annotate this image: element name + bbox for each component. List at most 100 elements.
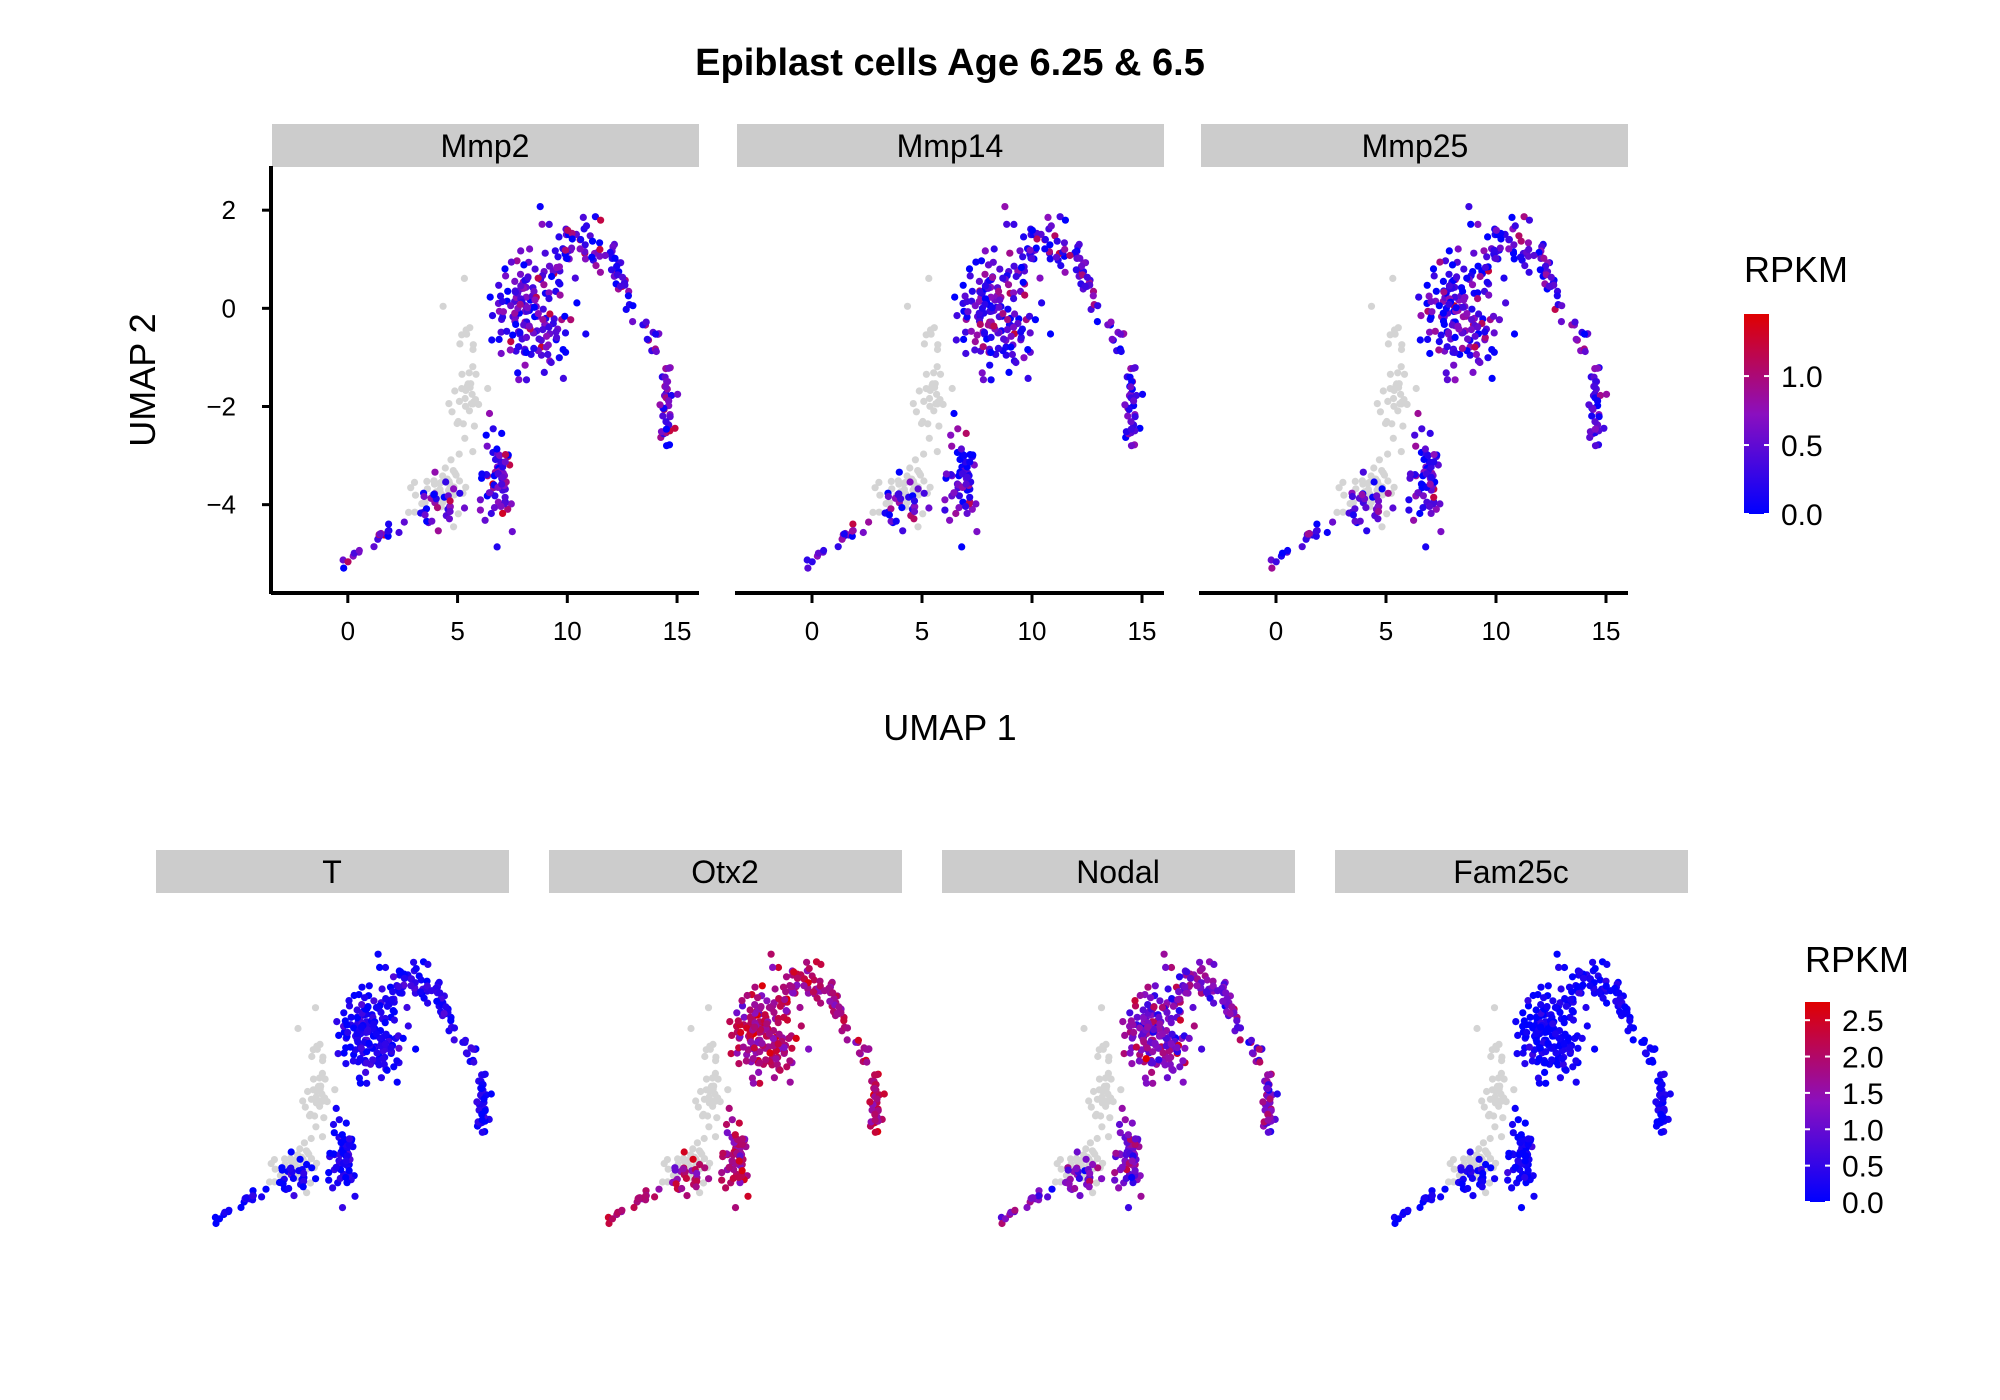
cell-point <box>1492 254 1500 263</box>
cell-point <box>726 1018 734 1026</box>
na-cell-point <box>455 477 464 485</box>
na-cell-point <box>411 491 420 499</box>
cell-point <box>499 473 507 481</box>
cell-point <box>344 1028 352 1037</box>
cell-point <box>1112 1149 1120 1157</box>
cell-point <box>262 1185 270 1193</box>
cell-point <box>1591 418 1599 426</box>
cell-point <box>1619 1010 1627 1018</box>
cell-point <box>1149 1026 1158 1034</box>
na-cell-point <box>1358 477 1366 485</box>
cell-point <box>718 1176 726 1184</box>
na-cell-point <box>933 448 941 456</box>
cell-point <box>1521 1157 1529 1165</box>
cell-point <box>1167 1040 1175 1048</box>
cell-point <box>525 322 533 330</box>
cell-point <box>498 480 506 488</box>
na-cell-point <box>296 1145 304 1153</box>
na-cell-point <box>700 1134 708 1143</box>
cell-point <box>774 1040 782 1048</box>
cell-point <box>1448 321 1456 329</box>
cell-point <box>1444 328 1453 337</box>
cell-point <box>1561 1030 1569 1038</box>
cell-point <box>338 1204 347 1212</box>
cell-point <box>1144 1023 1152 1031</box>
na-cell-point <box>407 484 415 492</box>
cell-point <box>1132 1043 1140 1051</box>
cell-point <box>480 1095 488 1103</box>
cell-point <box>1236 1024 1245 1032</box>
na-cell-point <box>410 478 419 486</box>
na-cell-point <box>1499 1114 1507 1122</box>
cell-point <box>536 203 544 211</box>
cell-point <box>390 1063 398 1071</box>
na-cell-point <box>920 477 928 485</box>
na-cell-point <box>1394 369 1402 377</box>
na-cell-point <box>460 274 468 282</box>
facet-strip-fam25c <box>1335 850 1688 893</box>
cell-point <box>1266 1071 1274 1079</box>
na-cell-point <box>1483 1148 1491 1157</box>
cell-point <box>1469 368 1477 376</box>
cell-point <box>1443 376 1451 384</box>
cell-point <box>522 376 531 384</box>
cell-point <box>1580 330 1589 338</box>
cell-point <box>1489 312 1498 320</box>
cell-point <box>1463 274 1471 282</box>
cell-point <box>421 511 429 519</box>
cell-point <box>1131 997 1139 1005</box>
na-cell-point <box>1104 1069 1112 1077</box>
cell-point <box>1594 397 1602 405</box>
cell-point <box>665 397 673 405</box>
cell-point <box>364 1003 372 1011</box>
cell-point <box>497 328 505 336</box>
cell-point <box>507 258 515 266</box>
cell-point <box>1423 281 1431 289</box>
cell-point <box>342 1119 350 1127</box>
cell-point <box>1475 1155 1483 1163</box>
cell-point <box>552 328 560 336</box>
cell-point <box>388 996 396 1004</box>
cell-point <box>734 1017 742 1025</box>
cell-point <box>800 982 808 990</box>
cell-point <box>571 274 579 282</box>
cell-point <box>756 1026 765 1034</box>
scatter-panel-nodal <box>997 950 1281 1228</box>
cell-point <box>1073 1148 1081 1156</box>
na-cell-point <box>914 523 922 531</box>
cell-point <box>412 1045 420 1053</box>
cell-point <box>738 1167 746 1175</box>
cell-point <box>503 327 511 335</box>
cell-point <box>1131 1140 1139 1148</box>
cell-point <box>763 997 771 1005</box>
cell-point <box>966 493 974 501</box>
na-cell-point <box>304 1148 312 1157</box>
cell-point <box>1572 1078 1580 1086</box>
cell-point <box>1510 255 1518 263</box>
cell-point <box>338 1131 346 1139</box>
cell-point <box>450 1024 459 1032</box>
x-tick-label: 10 <box>1482 616 1511 646</box>
cell-point <box>1142 1055 1150 1063</box>
cell-point <box>1533 1038 1541 1046</box>
cell-point <box>395 528 403 537</box>
legend-bottom: RPKM 0.00.5 1.01.52.0 2.5 <box>1805 939 1909 1220</box>
cell-point <box>1640 1036 1648 1044</box>
cell-point <box>447 1017 455 1025</box>
cell-point <box>866 1098 874 1106</box>
cell-point <box>1149 1079 1157 1087</box>
cell-point <box>966 458 974 466</box>
cell-point <box>821 987 829 995</box>
cell-point <box>478 1116 486 1124</box>
cell-point <box>1298 543 1306 551</box>
cell-point <box>735 1119 743 1127</box>
cell-point <box>555 278 563 286</box>
cell-point <box>963 509 971 517</box>
cell-point <box>1264 1110 1272 1118</box>
cell-point <box>887 505 895 513</box>
na-cell-point <box>1379 387 1387 395</box>
cell-point <box>581 241 589 249</box>
cell-point <box>1426 480 1434 488</box>
cell-point <box>884 492 893 501</box>
cell-point <box>655 1185 663 1193</box>
